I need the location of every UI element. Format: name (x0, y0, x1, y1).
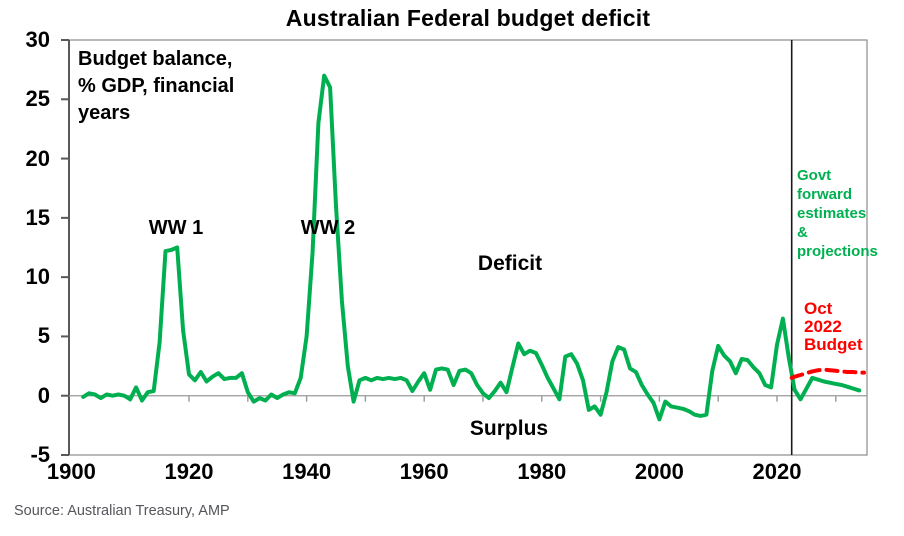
deficit-annotation: Deficit (477, 252, 543, 275)
y-tick-label: 30 (25, 26, 50, 52)
forward-estimates-annotation: Govt forward estimates & projections (797, 167, 878, 260)
oct-2022-budget-line (789, 367, 866, 380)
y-tick-label: 0 (37, 382, 50, 408)
surplus-annotation: Surplus (469, 417, 549, 440)
chart-title: Australian Federal budget deficit (285, 5, 651, 31)
x-tick-label: 1960 (399, 459, 449, 484)
y-tick-label: 5 (37, 323, 50, 349)
x-tick-label: 2000 (634, 459, 684, 484)
budget-balance-line (81, 73, 862, 422)
axis-units-note: Budget balance, % GDP, financial years (78, 48, 235, 124)
x-tick-label: 1920 (164, 459, 214, 484)
x-tick-label: 1940 (282, 459, 332, 484)
y-tick-label: 20 (25, 145, 50, 171)
x-tick-label: 1900 (46, 459, 96, 484)
y-tick-label: 15 (25, 204, 50, 230)
x-tick-label: 2020 (752, 459, 802, 484)
x-tick-label: 1980 (517, 459, 567, 484)
ww1-annotation: WW 1 (148, 217, 204, 239)
y-tick-label: 25 (25, 86, 50, 112)
y-tick-label: 10 (25, 264, 50, 290)
oct-2022-budget-annotation: Oct 2022 Budget (804, 299, 863, 354)
source-attribution: Source: Australian Treasury, AMP (14, 503, 230, 519)
ww2-annotation: WW 2 (300, 217, 356, 239)
y-tick-label: -5 (30, 441, 50, 467)
